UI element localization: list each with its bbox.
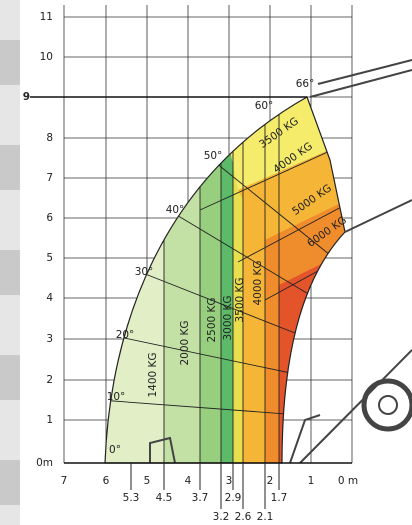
side-strip — [0, 0, 20, 525]
angle-label: 20° — [116, 329, 135, 341]
angle-label: 10° — [107, 391, 126, 403]
angle-label: 30° — [135, 266, 154, 278]
reach-label: 2.1 — [257, 511, 274, 523]
load-label: 4000 KG — [252, 260, 264, 305]
y-tick-label: 5 — [46, 252, 53, 264]
reach-label: 2.9 — [225, 492, 242, 504]
angle-label: 60° — [255, 100, 274, 112]
angle-label: 50° — [204, 150, 223, 162]
y-tick-label: 7 — [46, 172, 53, 184]
angle-label: 0° — [109, 444, 121, 456]
angle-label: 66° — [296, 78, 315, 90]
reach-label: 3.2 — [213, 511, 230, 523]
load-label: 2000 KG — [179, 320, 191, 365]
y-tick-label: 1 — [46, 414, 53, 426]
x-tick-label: 0 m — [338, 475, 358, 487]
y-tick-label: 2 — [46, 374, 53, 386]
x-tick-label: 4 — [185, 475, 192, 487]
load-label: 3000 KG — [222, 295, 234, 340]
y-tick-label: 9 — [23, 91, 30, 103]
y-tick-label: 6 — [46, 212, 53, 224]
x-tick-label: 7 — [61, 475, 68, 487]
load-label: 2500 KG — [206, 297, 218, 342]
x-tick-label: 2 — [267, 475, 274, 487]
reach-label: 5.3 — [123, 492, 140, 504]
reach-label: 4.5 — [156, 492, 173, 504]
page: 11 10 9 8 7 6 5 4 3 2 1 0m 7 6 5 4 3 2 1 0 m 5.3 4.5 3.7 2.9 1.7… — [0, 0, 412, 525]
load-label: 3500 KG — [234, 277, 246, 322]
y-tick-label: 10 — [40, 51, 53, 63]
y-tick-label: 8 — [46, 132, 53, 144]
y-tick-label: 4 — [46, 292, 53, 304]
angle-label: 40° — [166, 204, 185, 216]
y-tick-label: 3 — [46, 333, 53, 345]
x-tick-label: 6 — [103, 475, 110, 487]
load-zones — [0, 0, 412, 470]
load-label: 1400 KG — [147, 352, 159, 397]
reach-label: 2.6 — [235, 511, 252, 523]
load-chart: 11 10 9 8 7 6 5 4 3 2 1 0m 7 6 5 4 3 2 1 0 m 5.3 4.5 3.7 2.9 1.7… — [0, 0, 412, 525]
reach-label: 3.7 — [192, 492, 209, 504]
reach-label: 1.7 — [271, 492, 288, 504]
x-tick-label: 5 — [144, 475, 151, 487]
y-tick-label: 11 — [40, 11, 53, 23]
y-tick-label: 0m — [36, 457, 53, 469]
x-tick-label: 3 — [226, 475, 233, 487]
x-tick-label: 1 — [308, 475, 315, 487]
